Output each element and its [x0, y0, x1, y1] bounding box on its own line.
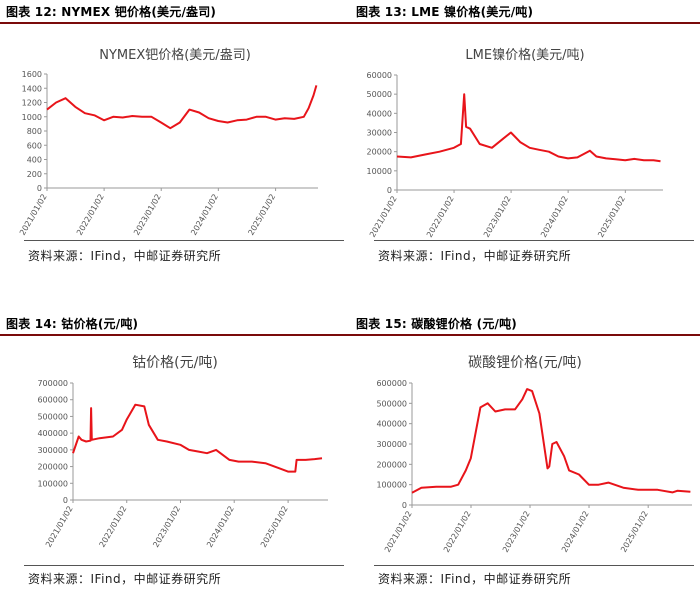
chart-title: NYMEX钯价格(美元/盎司) — [99, 48, 251, 63]
source-divider — [24, 240, 344, 241]
y-tick-label: 1000 — [22, 113, 42, 122]
x-tick-label: 2021/01/02 — [18, 193, 49, 237]
y-tick-label: 0 — [63, 496, 68, 505]
y-tick-label: 100000 — [376, 481, 407, 490]
x-tick-label: 2025/01/02 — [596, 195, 627, 239]
x-tick-label: 2023/01/02 — [132, 193, 163, 237]
x-tick-label: 2025/01/02 — [619, 510, 650, 554]
nickel-chart: 0 10000 20000 30000 40000 50000 60000 2021/01/0… — [367, 71, 663, 239]
source-note: 资料来源：IFind，中邮证券研究所 — [28, 249, 222, 263]
y-tick-label: 200 — [27, 170, 42, 179]
panel-header: 图表 12: NYMEX 钯价格(美元/盎司) — [0, 0, 350, 24]
x-tick-label: 2024/01/02 — [539, 195, 570, 239]
source-note: 资料来源：IFind，中邮证券研究所 — [378, 572, 572, 586]
y-tick-label: 400 — [27, 156, 42, 165]
y-tick-label: 10000 — [367, 167, 392, 176]
series-line — [46, 85, 318, 130]
x-tick-label: 2022/01/02 — [425, 195, 456, 239]
panel-header: 图表 13: LME 镍价格(美元/吨) — [350, 0, 700, 24]
panel-header: 图表 15: 碳酸锂价格 (元/吨) — [350, 312, 700, 336]
y-tick-label: 1400 — [22, 84, 42, 93]
y-tick-label: 600000 — [376, 379, 407, 388]
palladium-chart: 0 200 400 600 800 1000 1200 1400 1600 2021/01/02 2… — [18, 70, 318, 237]
x-tick-label: 2023/01/02 — [482, 195, 513, 239]
y-tick-label: 200000 — [37, 463, 68, 472]
source-note: 资料来源：IFind，中邮证券研究所 — [28, 572, 222, 586]
y-tick-label: 40000 — [367, 109, 392, 118]
panel-palladium: 图表 12: NYMEX 钯价格(美元/盎司) NYMEX钯价格(美元/盎司) … — [0, 0, 350, 270]
panel-lithium-carbonate: 图表 15: 碳酸锂价格 (元/吨) 碳酸锂价格(元/吨) 0 100000 200… — [350, 312, 700, 595]
cobalt-chart: 0 100000 200000 300000 400000 500000 600000 700… — [37, 379, 328, 549]
y-tick-label: 700000 — [37, 379, 68, 388]
x-tick-label: 2021/01/02 — [44, 505, 75, 549]
x-tick-label: 2021/01/02 — [383, 510, 414, 554]
y-tick-label: 100000 — [37, 479, 68, 488]
series-line — [411, 388, 691, 494]
source-note: 资料来源：IFind，中邮证券研究所 — [378, 249, 572, 263]
y-tick-label: 300000 — [376, 440, 407, 449]
panel-nickel: 图表 13: LME 镍价格(美元/吨) LME镍价格(美元/吨) 0 10000… — [350, 0, 700, 270]
x-tick-label: 2025/01/02 — [246, 193, 277, 237]
y-tick-label: 600 — [27, 141, 42, 150]
chart-title: 碳酸锂价格(元/吨) — [468, 355, 582, 371]
y-tick-label: 400000 — [376, 420, 407, 429]
source-divider — [374, 240, 694, 241]
x-tick-label: 2024/01/02 — [189, 192, 220, 236]
y-tick-label: 60000 — [367, 71, 392, 80]
panel-header-text: 图表 14: 钴价格(元/吨) — [6, 317, 139, 331]
chart-title: LME镍价格(美元/吨) — [465, 48, 585, 63]
y-tick-label: 20000 — [367, 148, 392, 157]
panel-header-text: 图表 13: LME 镍价格(美元/吨) — [356, 5, 534, 19]
y-tick-label: 500000 — [376, 399, 407, 408]
y-tick-label: 0 — [387, 186, 392, 195]
x-tick-label: 2022/01/02 — [442, 510, 473, 554]
x-tick-label: 2023/01/02 — [151, 505, 182, 549]
y-tick-label: 800 — [27, 127, 42, 136]
x-tick-label: 2025/01/02 — [259, 505, 290, 549]
y-tick-label: 300000 — [37, 446, 68, 455]
y-tick-label: 200000 — [376, 460, 407, 469]
panel-header-text: 图表 15: 碳酸锂价格 (元/吨) — [356, 317, 517, 331]
panel-cobalt: 图表 14: 钴价格(元/吨) 钴价格(元/吨) 0 100000 200000 30… — [0, 312, 350, 595]
y-tick-label: 0 — [402, 501, 407, 510]
panel-header-text: 图表 12: NYMEX 钯价格(美元/盎司) — [6, 5, 217, 19]
source-divider — [24, 565, 344, 566]
y-tick-label: 1200 — [22, 99, 42, 108]
source-divider — [374, 565, 694, 566]
lithium-carbonate-chart: 0 100000 200000 300000 400000 500000 600000 202… — [376, 379, 692, 554]
y-tick-label: 400000 — [37, 429, 68, 438]
y-tick-label: 500000 — [37, 412, 68, 421]
y-tick-label: 30000 — [367, 129, 392, 138]
x-tick-label: 2021/01/02 — [368, 195, 399, 239]
y-tick-label: 600000 — [37, 396, 68, 405]
y-tick-label: 50000 — [367, 90, 392, 99]
panel-header: 图表 14: 钴价格(元/吨) — [0, 312, 350, 336]
y-tick-label: 1600 — [22, 70, 42, 79]
series-line — [72, 403, 323, 473]
x-tick-label: 2023/01/02 — [501, 510, 532, 554]
x-tick-label: 2024/01/02 — [205, 505, 236, 549]
chart-title: 钴价格(元/吨) — [132, 355, 218, 371]
x-tick-label: 2022/01/02 — [75, 193, 106, 237]
y-tick-label: 0 — [37, 184, 42, 193]
x-tick-label: 2022/01/02 — [98, 505, 129, 549]
series-line — [396, 93, 661, 163]
x-tick-label: 2024/01/02 — [560, 510, 591, 554]
